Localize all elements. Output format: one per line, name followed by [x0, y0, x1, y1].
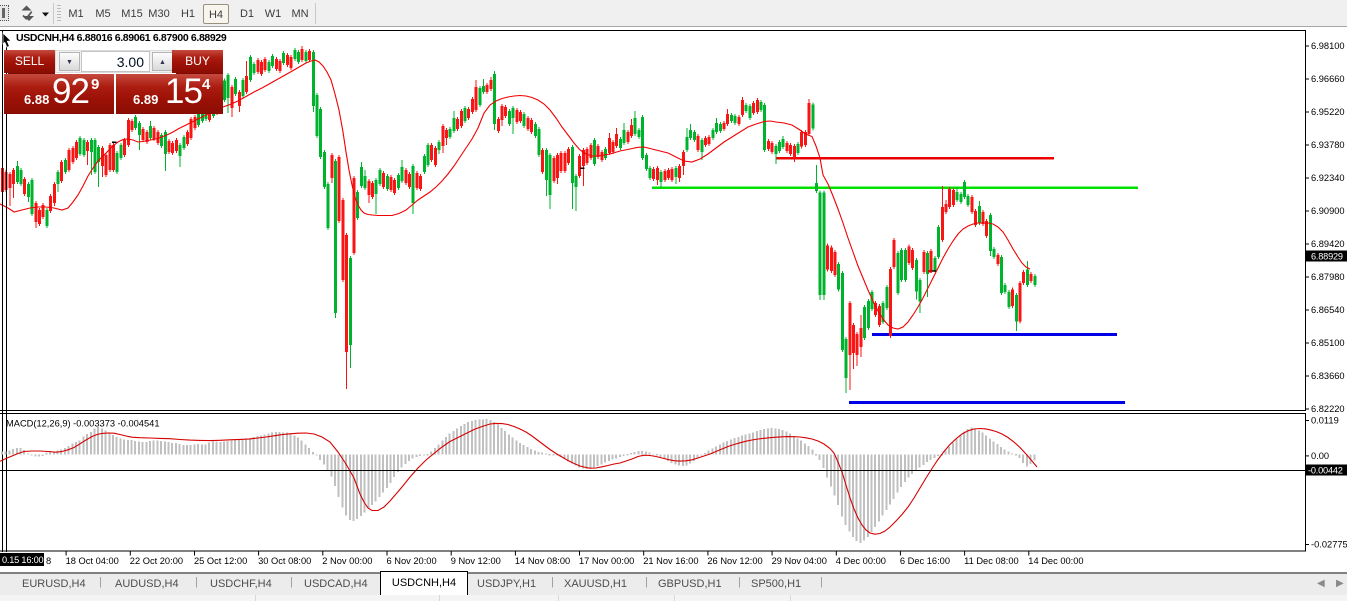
svg-text:6.90900: 6.90900 [1311, 206, 1345, 216]
svg-text:11 Dec 08:00: 11 Dec 08:00 [964, 556, 1019, 566]
svg-text:USDCNH,H4 6.88016 6.89061 6.8: USDCNH,H4 6.88016 6.89061 6.87900 6.8892… [16, 32, 227, 44]
svg-text:14 Dec 00:00: 14 Dec 00:00 [1028, 556, 1083, 566]
svg-text:2 Nov 00:00: 2 Nov 00:00 [322, 556, 372, 566]
svg-text:29 Nov 04:00: 29 Nov 04:00 [772, 556, 827, 566]
svg-text:26 Nov 12:00: 26 Nov 12:00 [707, 556, 762, 566]
svg-text:6.96660: 6.96660 [1311, 74, 1345, 84]
svg-text:22 Oct 20:00: 22 Oct 20:00 [130, 556, 183, 566]
svg-text:6.88929: 6.88929 [1311, 252, 1343, 262]
svg-text:6 Dec 16:00: 6 Dec 16:00 [900, 556, 950, 566]
svg-text:18 Oct 04:00: 18 Oct 04:00 [66, 556, 119, 566]
svg-text:6.86540: 6.86540 [1311, 305, 1345, 315]
svg-text:17 Nov 00:00: 17 Nov 00:00 [579, 556, 634, 566]
svg-text:MACD(12,26,9) -0.003373 -0.004: MACD(12,26,9) -0.003373 -0.004541 [6, 419, 160, 429]
svg-text:6 Nov 20:00: 6 Nov 20:00 [387, 556, 437, 566]
svg-text:30 Oct 08:00: 30 Oct 08:00 [258, 556, 311, 566]
svg-text:6.85100: 6.85100 [1311, 338, 1345, 348]
svg-text:-0.00442: -0.00442 [1308, 466, 1343, 476]
svg-text:0.0119: 0.0119 [1311, 415, 1339, 425]
svg-text:25 Oct 12:00: 25 Oct 12:00 [194, 556, 247, 566]
svg-text:6.98100: 6.98100 [1311, 41, 1345, 51]
svg-text:6.82220: 6.82220 [1311, 404, 1345, 414]
svg-text:6.92340: 6.92340 [1311, 173, 1345, 183]
svg-text:6.89420: 6.89420 [1311, 239, 1345, 249]
svg-text:21 Nov 16:00: 21 Nov 16:00 [643, 556, 698, 566]
svg-text:6.87980: 6.87980 [1311, 272, 1345, 282]
svg-text:-0.027754: -0.027754 [1311, 539, 1347, 549]
svg-text:6.95220: 6.95220 [1311, 107, 1345, 117]
svg-text:6.83660: 6.83660 [1311, 371, 1345, 381]
svg-text:8: 8 [46, 556, 51, 566]
svg-text:0.15 16:00: 0.15 16:00 [2, 555, 44, 565]
svg-text:6.93780: 6.93780 [1311, 140, 1345, 150]
svg-text:4 Dec 00:00: 4 Dec 00:00 [836, 556, 886, 566]
svg-text:9 Nov 12:00: 9 Nov 12:00 [451, 556, 501, 566]
svg-text:0.00: 0.00 [1311, 451, 1329, 461]
svg-text:14 Nov 08:00: 14 Nov 08:00 [515, 556, 570, 566]
